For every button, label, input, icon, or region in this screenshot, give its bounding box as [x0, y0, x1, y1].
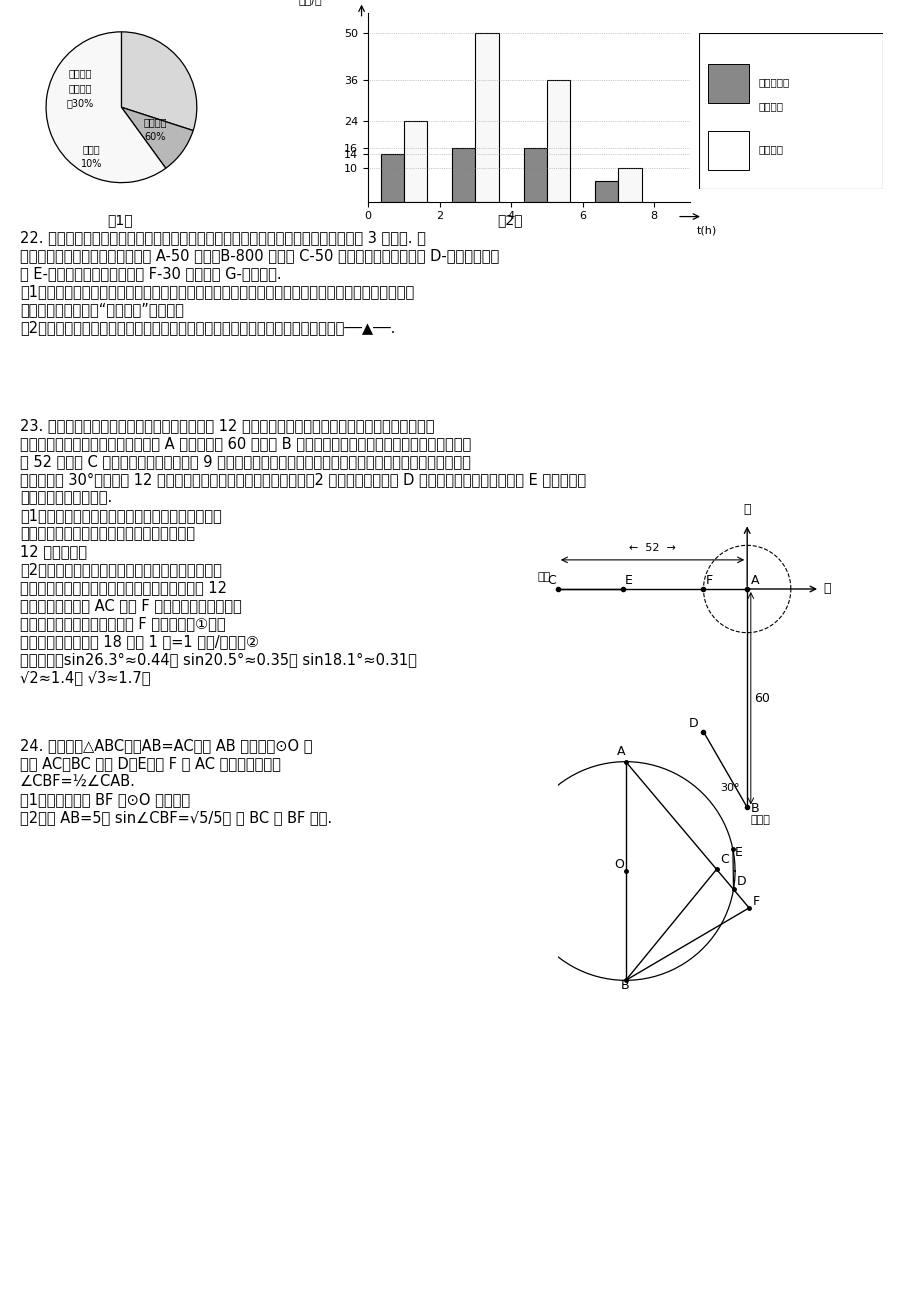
Text: 东转向多少度航行，才能恰好避免进入钒鱼岛: 东转向多少度航行，才能恰好避免进入钒鱼岛: [20, 526, 195, 541]
Text: O: O: [613, 858, 623, 871]
Text: 在家学习: 在家学习: [143, 117, 167, 127]
Text: （1）: （1）: [108, 213, 132, 228]
Text: （1）求证：直线 BF 是⊙O 的切线；: （1）求证：直线 BF 是⊙O 的切线；: [20, 792, 190, 807]
Text: ←  52  →: ← 52 →: [629, 542, 675, 552]
Text: B: B: [620, 979, 629, 992]
Bar: [403, 121, 426, 202]
Text: 24. 如图，在△ABC中，AB=AC，以 AB 为直径的⊙O 分: 24. 如图，在△ABC中，AB=AC，以 AB 为直径的⊙O 分: [20, 738, 312, 753]
Text: A: A: [617, 745, 625, 758]
Text: 60: 60: [754, 692, 769, 705]
Text: 在图书馆等: 在图书馆等: [757, 78, 789, 87]
Text: 或 E-引体向上；第三类选项为 F-30 秒跳绳或 G-立定跳远.: 或 E-引体向上；第三类选项为 F-30 秒跳绳或 G-立定跳远.: [20, 266, 281, 281]
Text: 监船再次发出严重警告.: 监船再次发出严重警告.: [20, 490, 112, 504]
Text: 并氿北偏西 30°的方向以 12 节的速度前往拦截，期间多次发出警告，2 小时后海监船到达 D 处，与此同时日本渔船到达 E 处，此时海: 并氿北偏西 30°的方向以 12 节的速度前往拦截，期间多次发出警告，2 小时后…: [20, 472, 585, 488]
Text: √2≈1.4， √3≈1.7）: √2≈1.4， √3≈1.7）: [20, 670, 151, 685]
Text: 场所学习: 场所学习: [757, 101, 782, 111]
Text: ∠CBF=½∠CAB.: ∠CBF=½∠CAB.: [20, 774, 136, 789]
Bar: [618, 168, 641, 202]
Bar: [708, 64, 748, 103]
Text: （2）: （2）: [496, 213, 522, 228]
Text: 等场所学: 等场所学: [68, 83, 92, 94]
Text: 60%: 60%: [144, 133, 165, 143]
Text: 习30%: 习30%: [66, 99, 94, 108]
Text: F: F: [705, 575, 711, 588]
Text: （1）小方随机选择考试项目，请你用画树状图方法列出所有可能的结果（用字母表示即可），并求他: （1）小方随机选择考试项目，请你用画树状图方法列出所有可能的结果（用字母表示即可…: [20, 283, 414, 299]
Bar: [546, 81, 570, 202]
Text: 海监船能否比日本渔船先到达 F 处？（注：①中国: 海监船能否比日本渔船先到达 F 处？（注：①中国: [20, 616, 225, 630]
Text: C: C: [720, 853, 728, 866]
Text: 22. 无锡市中考体育考试采用考生自主选项的办法，在每类选项中选择一个项目，共计 3 个项目. 其: 22. 无锡市中考体育考试采用考生自主选项的办法，在每类选项中选择一个项目，共计…: [20, 230, 425, 244]
Text: 23. 钒鱼岛历来是中国领土，以它为圆心在周围 12 海里范围内均属于禁区，不允许它国船只进入，如: 23. 钒鱼岛历来是中国领土，以它为圆心在周围 12 海里范围内均属于禁区，不允…: [20, 419, 434, 433]
Bar: [380, 155, 403, 202]
Text: 原方向继续前进，那么海监船必须尽快到达距岛 12: 原方向继续前进，那么海监船必须尽快到达距岛 12: [20, 580, 227, 595]
Text: 选择的考试项目中有“引体向上”的概率；: 选择的考试项目中有“引体向上”的概率；: [20, 302, 184, 317]
Text: 参考数据：sin26.3°≈0.44， sin20.5°≈0.35， sin18.1°≈0.31，: 参考数据：sin26.3°≈0.44， sin20.5°≈0.35， sin18…: [20, 653, 416, 667]
Y-axis label: 人数/人: 人数/人: [298, 0, 322, 5]
Text: 东: 东: [823, 582, 830, 595]
Text: 在图书馆: 在图书馆: [68, 69, 92, 78]
Text: 北: 北: [743, 503, 750, 516]
Wedge shape: [121, 108, 193, 168]
Text: A: A: [750, 575, 758, 588]
Text: 海监船的最大航速为 18 节， 1 节=1 海里/小时；②: 海监船的最大航速为 18 节， 1 节=1 海里/小时；②: [20, 634, 259, 649]
Wedge shape: [46, 31, 165, 182]
Bar: [708, 131, 748, 170]
Text: 图，今有一中国海监船在位于钒鱼岛 A 正南方距岛 60 海里的 B 处海域巡逢，値班人员发现在钒鱼岛的正西方: 图，今有一中国海监船在位于钒鱼岛 A 正南方距岛 60 海里的 B 处海域巡逢，…: [20, 436, 471, 451]
Text: D: D: [688, 716, 698, 729]
Text: D: D: [736, 875, 745, 888]
Text: （2）若日本渔船不听严重警告信号，仓按原速度，: （2）若日本渔船不听严重警告信号，仓按原速度，: [20, 562, 221, 577]
Text: 12 海里禁区？: 12 海里禁区？: [20, 543, 87, 559]
Bar: [451, 148, 475, 202]
Text: （1）当日本渔船受到严重警告信号后，必须氿北偏: （1）当日本渔船受到严重警告信号后，必须氿北偏: [20, 508, 221, 523]
Text: （2）若 AB=5， sin∠CBF=√5/5， 求 BC 和 BF 的长.: （2）若 AB=5， sin∠CBF=√5/5， 求 BC 和 BF 的长.: [20, 810, 332, 826]
Text: F: F: [752, 894, 759, 907]
Text: 在家学习: 在家学习: [757, 144, 782, 155]
Text: E: E: [625, 575, 632, 588]
Text: （2）现小方和小王都随机选择考试项目，则他们选择的三类项目完全相同的概率为──▲──.: （2）现小方和小王都随机选择考试项目，则他们选择的三类项目完全相同的概率为──▲…: [20, 320, 395, 335]
Bar: [595, 181, 618, 202]
Text: 中男生考试项目为：第一类选项为 A-50 米跑、B-800 米跑或 C-50 米游泳；第二类选项为 D-原地掷实心球: 中男生考试项目为：第一类选项为 A-50 米跑、B-800 米跑或 C-50 米…: [20, 248, 499, 263]
Text: E: E: [733, 846, 742, 859]
Bar: [475, 34, 498, 202]
Text: 海里，且位于线段 AC 上的 F 处强制拦截渔船，问：: 海里，且位于线段 AC 上的 F 处强制拦截渔船，问：: [20, 598, 242, 614]
Text: 海监船: 海监船: [750, 815, 770, 824]
Text: 不学习: 不学习: [83, 144, 100, 153]
Text: 10%: 10%: [81, 159, 102, 169]
Bar: [523, 148, 546, 202]
Text: t(h): t(h): [697, 225, 717, 235]
Text: 30°: 30°: [720, 783, 739, 793]
Wedge shape: [121, 31, 197, 130]
Text: B: B: [750, 802, 758, 815]
Text: C: C: [547, 575, 555, 588]
Text: 别交 AC、BC 于点 D、E，点 F 在 AC 的延长线上，且: 别交 AC、BC 于点 D、E，点 F 在 AC 的延长线上，且: [20, 757, 280, 771]
Text: 向 52 海里的 C 处有一舶日本渔船，正以 9 节的速度氿正东方向驶向钒鱼岛，中方立即向日本渔船发出警告，: 向 52 海里的 C 处有一舶日本渔船，正以 9 节的速度氿正东方向驶向钒鱼岛，…: [20, 454, 471, 469]
Text: 渔船: 渔船: [537, 572, 550, 581]
